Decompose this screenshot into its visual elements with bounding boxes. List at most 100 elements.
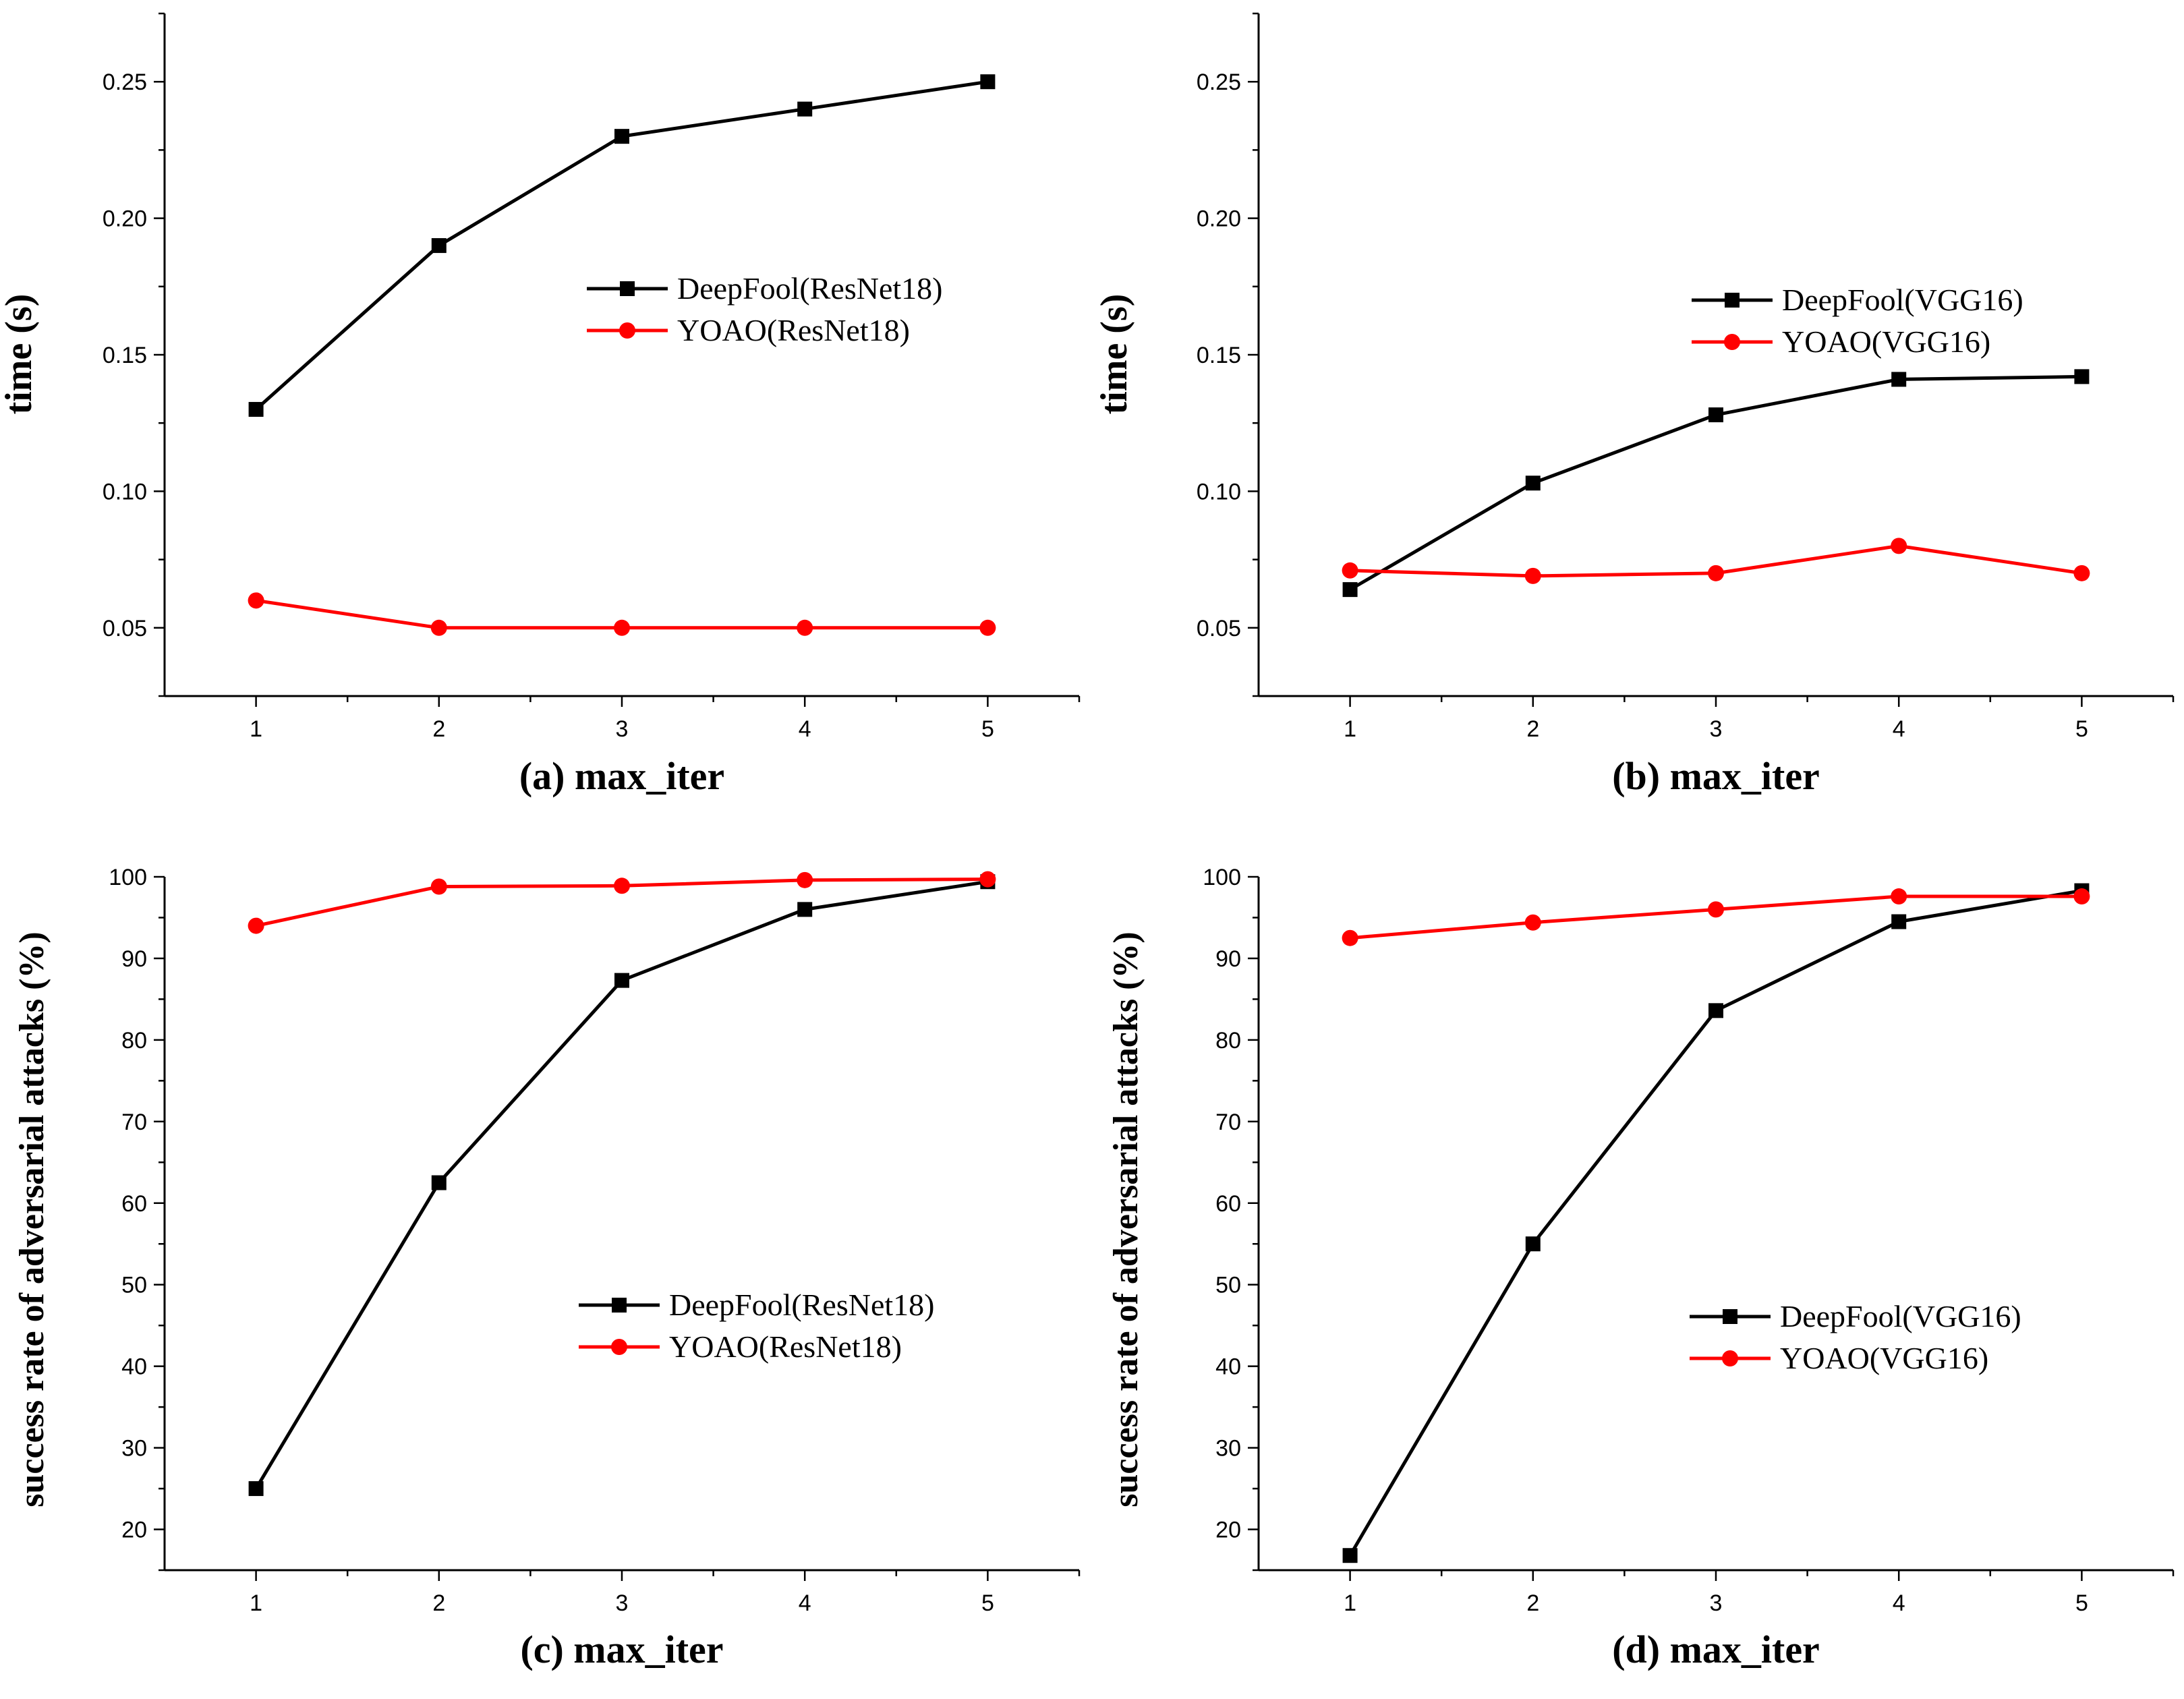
legend-label: YOAO(ResNet18) (669, 1329, 902, 1364)
legend-marker-square (620, 281, 635, 296)
data-point-yoao (1524, 914, 1541, 931)
legend-marker-circle (1722, 1350, 1738, 1366)
x-axis-title: (c) max_iter (520, 1628, 723, 1671)
data-point-deepfool (248, 1481, 264, 1497)
chart-panel-b: 0.05 0.10 0.15 0.20 0.25 1 2 3 4 5 (b) max_iter tim… (1093, 12, 2175, 798)
x-tick-label: 3 (616, 716, 629, 742)
legend-label: DeepFool(VGG16) (1780, 1299, 2021, 1333)
legend-label: YOAO(VGG16) (1782, 324, 1990, 359)
data-point-deepfool (2074, 369, 2090, 384)
x-tick-label: 4 (1893, 1590, 1905, 1616)
y-tick-label: 0.10 (1197, 479, 1241, 505)
data-point-deepfool (797, 902, 813, 917)
data-point-yoao (248, 592, 264, 609)
data-point-yoao (248, 917, 264, 934)
legend-label: YOAO(VGG16) (1780, 1341, 1988, 1375)
y-tick-label: 0.15 (1197, 343, 1241, 368)
data-point-yoao (1708, 565, 1724, 581)
data-point-deepfool (614, 129, 629, 144)
chart-panel-a: 0.05 0.10 0.15 0.20 0.25 1 2 3 4 5 (a) max_iter tim… (0, 12, 1081, 798)
y-tick-label: 80 (1215, 1028, 1241, 1054)
x-tick-label: 2 (432, 1590, 445, 1616)
data-point-deepfool (1891, 914, 1907, 929)
data-point-yoao (430, 619, 447, 636)
x-tick-label: 4 (799, 716, 811, 742)
data-point-deepfool (1342, 1548, 1358, 1563)
data-point-yoao (797, 871, 813, 888)
x-tick-label: 3 (1710, 716, 1723, 742)
x-tick-label: 3 (616, 1590, 629, 1616)
legend-label: DeepFool(ResNet18) (669, 1288, 934, 1322)
x-tick-label: 5 (2075, 1590, 2088, 1616)
data-point-yoao (430, 878, 447, 895)
data-point-yoao (614, 877, 630, 894)
y-tick-label: 40 (121, 1354, 147, 1380)
legend-marker-square (1723, 1309, 1737, 1324)
y-tick-label: 0.20 (103, 206, 147, 232)
legend-label: DeepFool(ResNet18) (677, 271, 942, 306)
x-tick-label: 5 (2075, 716, 2088, 742)
data-point-deepfool (1525, 476, 1541, 491)
data-point-yoao (1891, 538, 1907, 554)
y-tick-label: 50 (121, 1273, 147, 1298)
y-tick-label: 0.25 (103, 69, 147, 95)
x-tick-label: 4 (1893, 716, 1905, 742)
legend-marker-square (1725, 293, 1740, 308)
y-tick-label: 0.10 (103, 479, 147, 505)
x-tick-label: 1 (250, 716, 262, 742)
legend-marker-circle (619, 322, 635, 339)
y-tick-label: 0.15 (103, 343, 147, 368)
data-point-yoao (614, 619, 630, 636)
data-point-yoao (2073, 888, 2090, 905)
y-tick-label: 80 (121, 1028, 147, 1054)
x-tick-label: 2 (1526, 1590, 1539, 1616)
x-tick-label: 1 (1344, 716, 1356, 742)
data-point-deepfool (431, 1175, 447, 1190)
x-tick-label: 1 (1344, 1590, 1356, 1616)
y-tick-label: 50 (1215, 1273, 1241, 1298)
data-point-yoao (1342, 929, 1358, 946)
data-point-deepfool (1708, 1003, 1723, 1018)
y-axis-title: success rate of adversarial attacks (%) (13, 931, 51, 1507)
y-tick-label: 70 (1215, 1110, 1241, 1135)
x-tick-label: 5 (981, 1590, 994, 1616)
y-tick-label: 0.05 (103, 616, 147, 641)
x-tick-label: 2 (432, 716, 445, 742)
y-tick-label: 70 (121, 1110, 147, 1135)
y-tick-label: 30 (121, 1436, 147, 1462)
y-tick-label: 60 (1215, 1191, 1241, 1217)
data-point-deepfool (1342, 582, 1358, 598)
y-tick-label: 90 (1215, 946, 1241, 972)
legend-label: YOAO(ResNet18) (677, 313, 910, 347)
data-point-deepfool (248, 401, 264, 417)
data-point-deepfool (1525, 1236, 1541, 1252)
data-point-yoao (979, 871, 996, 888)
data-point-yoao (2073, 565, 2090, 581)
y-tick-label: 40 (1215, 1354, 1241, 1380)
data-point-deepfool (614, 973, 629, 988)
y-tick-label: 60 (121, 1191, 147, 1217)
data-point-deepfool (1708, 407, 1723, 423)
legend-marker-square (612, 1298, 627, 1313)
x-tick-label: 1 (250, 1590, 262, 1616)
y-tick-label: 0.25 (1197, 69, 1241, 95)
legend-marker-circle (1724, 334, 1740, 350)
series-line-deepfool (1348, 889, 2082, 1557)
x-tick-label: 4 (799, 1590, 811, 1616)
x-tick-label: 3 (1710, 1590, 1723, 1616)
y-axis-title: time (s) (1093, 294, 1135, 415)
y-tick-label: 30 (1215, 1436, 1241, 1462)
x-axis-title: (a) max_iter (519, 754, 724, 798)
series-line-deepfool (254, 880, 988, 1490)
x-tick-label: 5 (981, 716, 994, 742)
chart-panel-d: 20 30 40 50 60 70 80 90 100 1 2 3 4 5 (d) max_iter succ… (1107, 865, 2175, 1671)
y-tick-label: 20 (1215, 1518, 1241, 1543)
y-axis-title: time (s) (0, 294, 40, 415)
legend-label: DeepFool(VGG16) (1782, 283, 2023, 317)
data-point-deepfool (431, 238, 447, 254)
y-tick-label: 90 (121, 946, 147, 972)
x-axis-title: (b) max_iter (1612, 754, 1820, 798)
y-tick-label: 0.05 (1197, 616, 1241, 641)
data-point-deepfool (980, 74, 996, 90)
y-tick-label: 100 (109, 865, 147, 890)
